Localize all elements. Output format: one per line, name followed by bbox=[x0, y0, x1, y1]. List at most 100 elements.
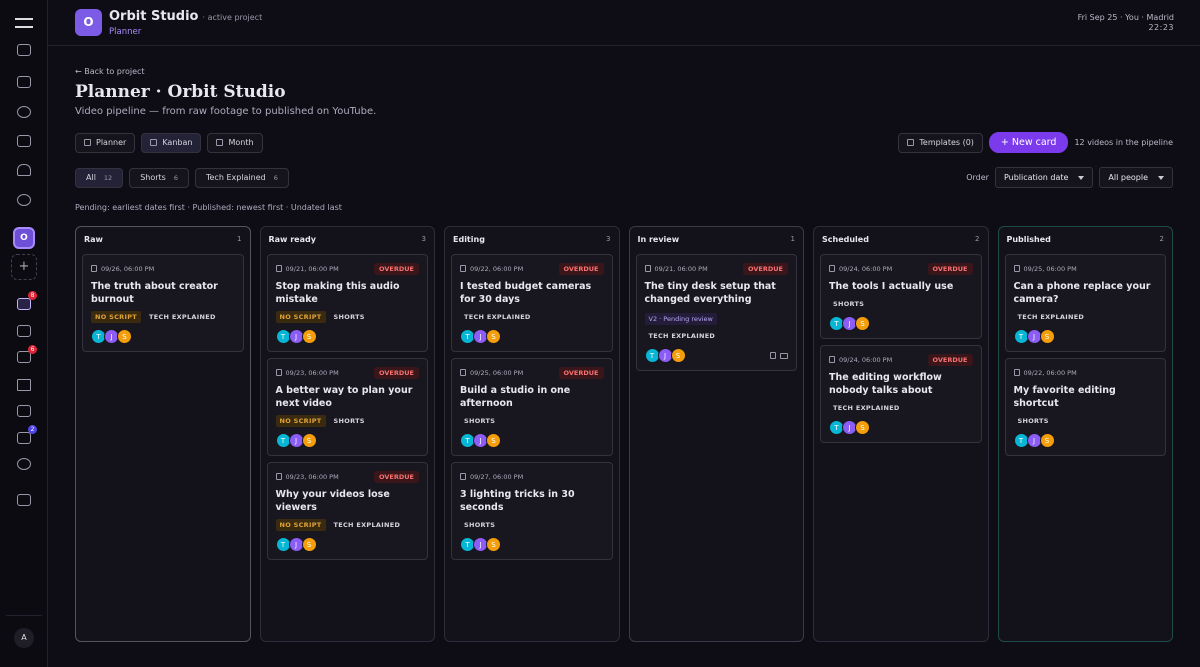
card-top: 09/24, 06:00 PM OVERDUE bbox=[829, 354, 973, 366]
pipeline-count: 12 videos in the pipeline bbox=[1074, 138, 1173, 147]
date: 09/24, 06:00 PM bbox=[829, 265, 892, 273]
order-select[interactable]: Publication date bbox=[994, 167, 1094, 188]
tag: TECH EXPLAINED bbox=[833, 404, 900, 412]
tags: NO SCRIPT SHORTS bbox=[275, 311, 420, 323]
project-avatar[interactable]: O bbox=[13, 227, 35, 249]
view-tab[interactable]: Month bbox=[207, 132, 263, 153]
card[interactable]: 09/23, 06:00 PM OVERDUE A better way to pl… bbox=[266, 358, 428, 456]
date-text: 09/21, 06:00 PM bbox=[654, 265, 708, 273]
avatar: S bbox=[486, 537, 501, 552]
view-tab[interactable]: Planner bbox=[75, 132, 136, 153]
nav-icon[interactable] bbox=[17, 351, 31, 363]
add-button[interactable]: + bbox=[11, 254, 37, 280]
card-top: 09/22, 06:00 PM OVERDUE bbox=[460, 263, 604, 275]
filter-chip[interactable]: Tech Explained 6 bbox=[194, 167, 289, 188]
date: Fri Sep 25 · You · Madrid bbox=[1077, 13, 1174, 22]
user-avatar[interactable]: A bbox=[14, 628, 34, 648]
card[interactable]: 09/25, 06:00 PM Can a phone replace your … bbox=[1004, 254, 1166, 352]
nav-icon[interactable] bbox=[17, 76, 31, 88]
tag: SHORTS bbox=[464, 521, 496, 529]
tag: SHORTS bbox=[833, 300, 865, 308]
sidebar: O + 8 6 2 A bbox=[0, 0, 48, 667]
card-top: 09/23, 06:00 PM OVERDUE bbox=[275, 367, 419, 379]
tag: SHORTS bbox=[333, 313, 365, 321]
date: 09/25, 06:00 PM bbox=[460, 369, 523, 377]
file-icon[interactable] bbox=[770, 352, 776, 359]
card[interactable]: 09/21, 06:00 PM OVERDUE The tiny desk setu… bbox=[635, 254, 797, 371]
people-select[interactable]: All people bbox=[1099, 167, 1173, 188]
nav-icon[interactable] bbox=[17, 325, 31, 337]
count: 12 bbox=[103, 173, 113, 182]
card-title: The tools I actually use bbox=[829, 281, 954, 292]
card-title: The truth about creator burnout bbox=[91, 281, 218, 305]
icon bbox=[907, 139, 915, 146]
description: Video pipeline — from raw footage to pub… bbox=[75, 106, 377, 117]
avatar: S bbox=[301, 537, 317, 552]
card-top: 09/21, 06:00 PM OVERDUE bbox=[275, 263, 419, 275]
card[interactable]: 09/23, 06:00 PM OVERDUE Why your videos lo… bbox=[266, 462, 428, 560]
column-count: 2 bbox=[975, 235, 980, 243]
nav-icon[interactable] bbox=[17, 135, 31, 147]
card[interactable]: 09/24, 06:00 PM OVERDUE The editing workfl… bbox=[820, 345, 982, 443]
page-title: Planner · Orbit Studio bbox=[75, 82, 286, 102]
nav-icon[interactable] bbox=[17, 44, 31, 56]
column-name: In review bbox=[637, 235, 680, 244]
nav-icon[interactable] bbox=[17, 298, 31, 310]
header: O Orbit Studio · active project Planner F… bbox=[48, 0, 1200, 46]
new-card-button[interactable]: + New card bbox=[988, 132, 1069, 153]
overdue-badge: OVERDUE bbox=[927, 354, 973, 366]
card-top: 09/21, 06:00 PM OVERDUE bbox=[644, 263, 788, 275]
cal-icon bbox=[460, 369, 466, 376]
avatar: S bbox=[486, 433, 501, 448]
card[interactable]: 09/22, 06:00 PM My favorite editing short… bbox=[1004, 358, 1166, 456]
tag: TECH EXPLAINED bbox=[464, 313, 531, 321]
nav-icon[interactable] bbox=[17, 194, 31, 206]
logo[interactable]: O bbox=[75, 9, 102, 36]
card[interactable]: 09/22, 06:00 PM OVERDUE I tested budget ca… bbox=[451, 254, 613, 352]
filter-chip[interactable]: All 12 bbox=[75, 167, 124, 188]
templates-button[interactable]: Templates (0) bbox=[898, 132, 983, 153]
column-count: 3 bbox=[606, 235, 611, 243]
nav-icon[interactable] bbox=[17, 494, 31, 506]
back-link[interactable]: ← Back to project bbox=[75, 67, 145, 76]
nav-icon[interactable] bbox=[17, 106, 31, 118]
folder-icon[interactable] bbox=[780, 352, 788, 359]
nav-icon[interactable] bbox=[17, 405, 31, 417]
sort-note: Pending: earliest dates first · Publishe… bbox=[75, 203, 342, 212]
filter-bar: All 12 Shorts 6 Tech Explained 6 Order Public… bbox=[75, 167, 1173, 188]
no-script-tag: NO SCRIPT bbox=[275, 415, 326, 427]
label: Shorts bbox=[140, 173, 166, 182]
column-header: Scheduled 2 bbox=[820, 233, 982, 254]
avatar: S bbox=[301, 329, 317, 344]
date-text: 09/21, 06:00 PM bbox=[285, 265, 339, 273]
view-tab[interactable]: Kanban bbox=[141, 132, 202, 153]
avatar: T bbox=[644, 348, 660, 363]
cal-icon bbox=[1013, 265, 1020, 272]
filter-chip[interactable]: Shorts 6 bbox=[129, 167, 189, 188]
nav-icon[interactable] bbox=[17, 432, 31, 444]
card[interactable]: 09/25, 06:00 PM OVERDUE Build a studio in … bbox=[451, 358, 613, 456]
column-header: Raw ready 3 bbox=[267, 233, 429, 254]
overdue-badge: OVERDUE bbox=[374, 367, 419, 379]
card[interactable]: 09/24, 06:00 PM OVERDUE The tools I actual… bbox=[820, 254, 982, 339]
nav-icon[interactable] bbox=[17, 164, 31, 176]
card[interactable]: 09/21, 06:00 PM OVERDUE Stop making this a… bbox=[266, 254, 428, 352]
nav-icon[interactable] bbox=[17, 379, 31, 391]
tag: SHORTS bbox=[1017, 417, 1049, 425]
avatar: T bbox=[829, 420, 844, 435]
label: Tech Explained bbox=[205, 173, 266, 182]
label: All bbox=[86, 173, 96, 182]
badge: 8 bbox=[28, 291, 37, 300]
card[interactable]: 09/26, 06:00 PM The truth about creator b… bbox=[82, 254, 244, 352]
card[interactable]: 09/27, 06:00 PM 3 lighting tricks in 30 s… bbox=[451, 462, 613, 560]
cal-icon bbox=[644, 265, 651, 272]
avatar: S bbox=[855, 420, 870, 435]
date: 09/25, 06:00 PM bbox=[1013, 265, 1077, 273]
menu-icon[interactable] bbox=[15, 18, 33, 28]
nav-icon[interactable] bbox=[17, 458, 31, 470]
tags: NO SCRIPT TECH EXPLAINED bbox=[275, 519, 420, 531]
column-count: 1 bbox=[790, 235, 795, 243]
